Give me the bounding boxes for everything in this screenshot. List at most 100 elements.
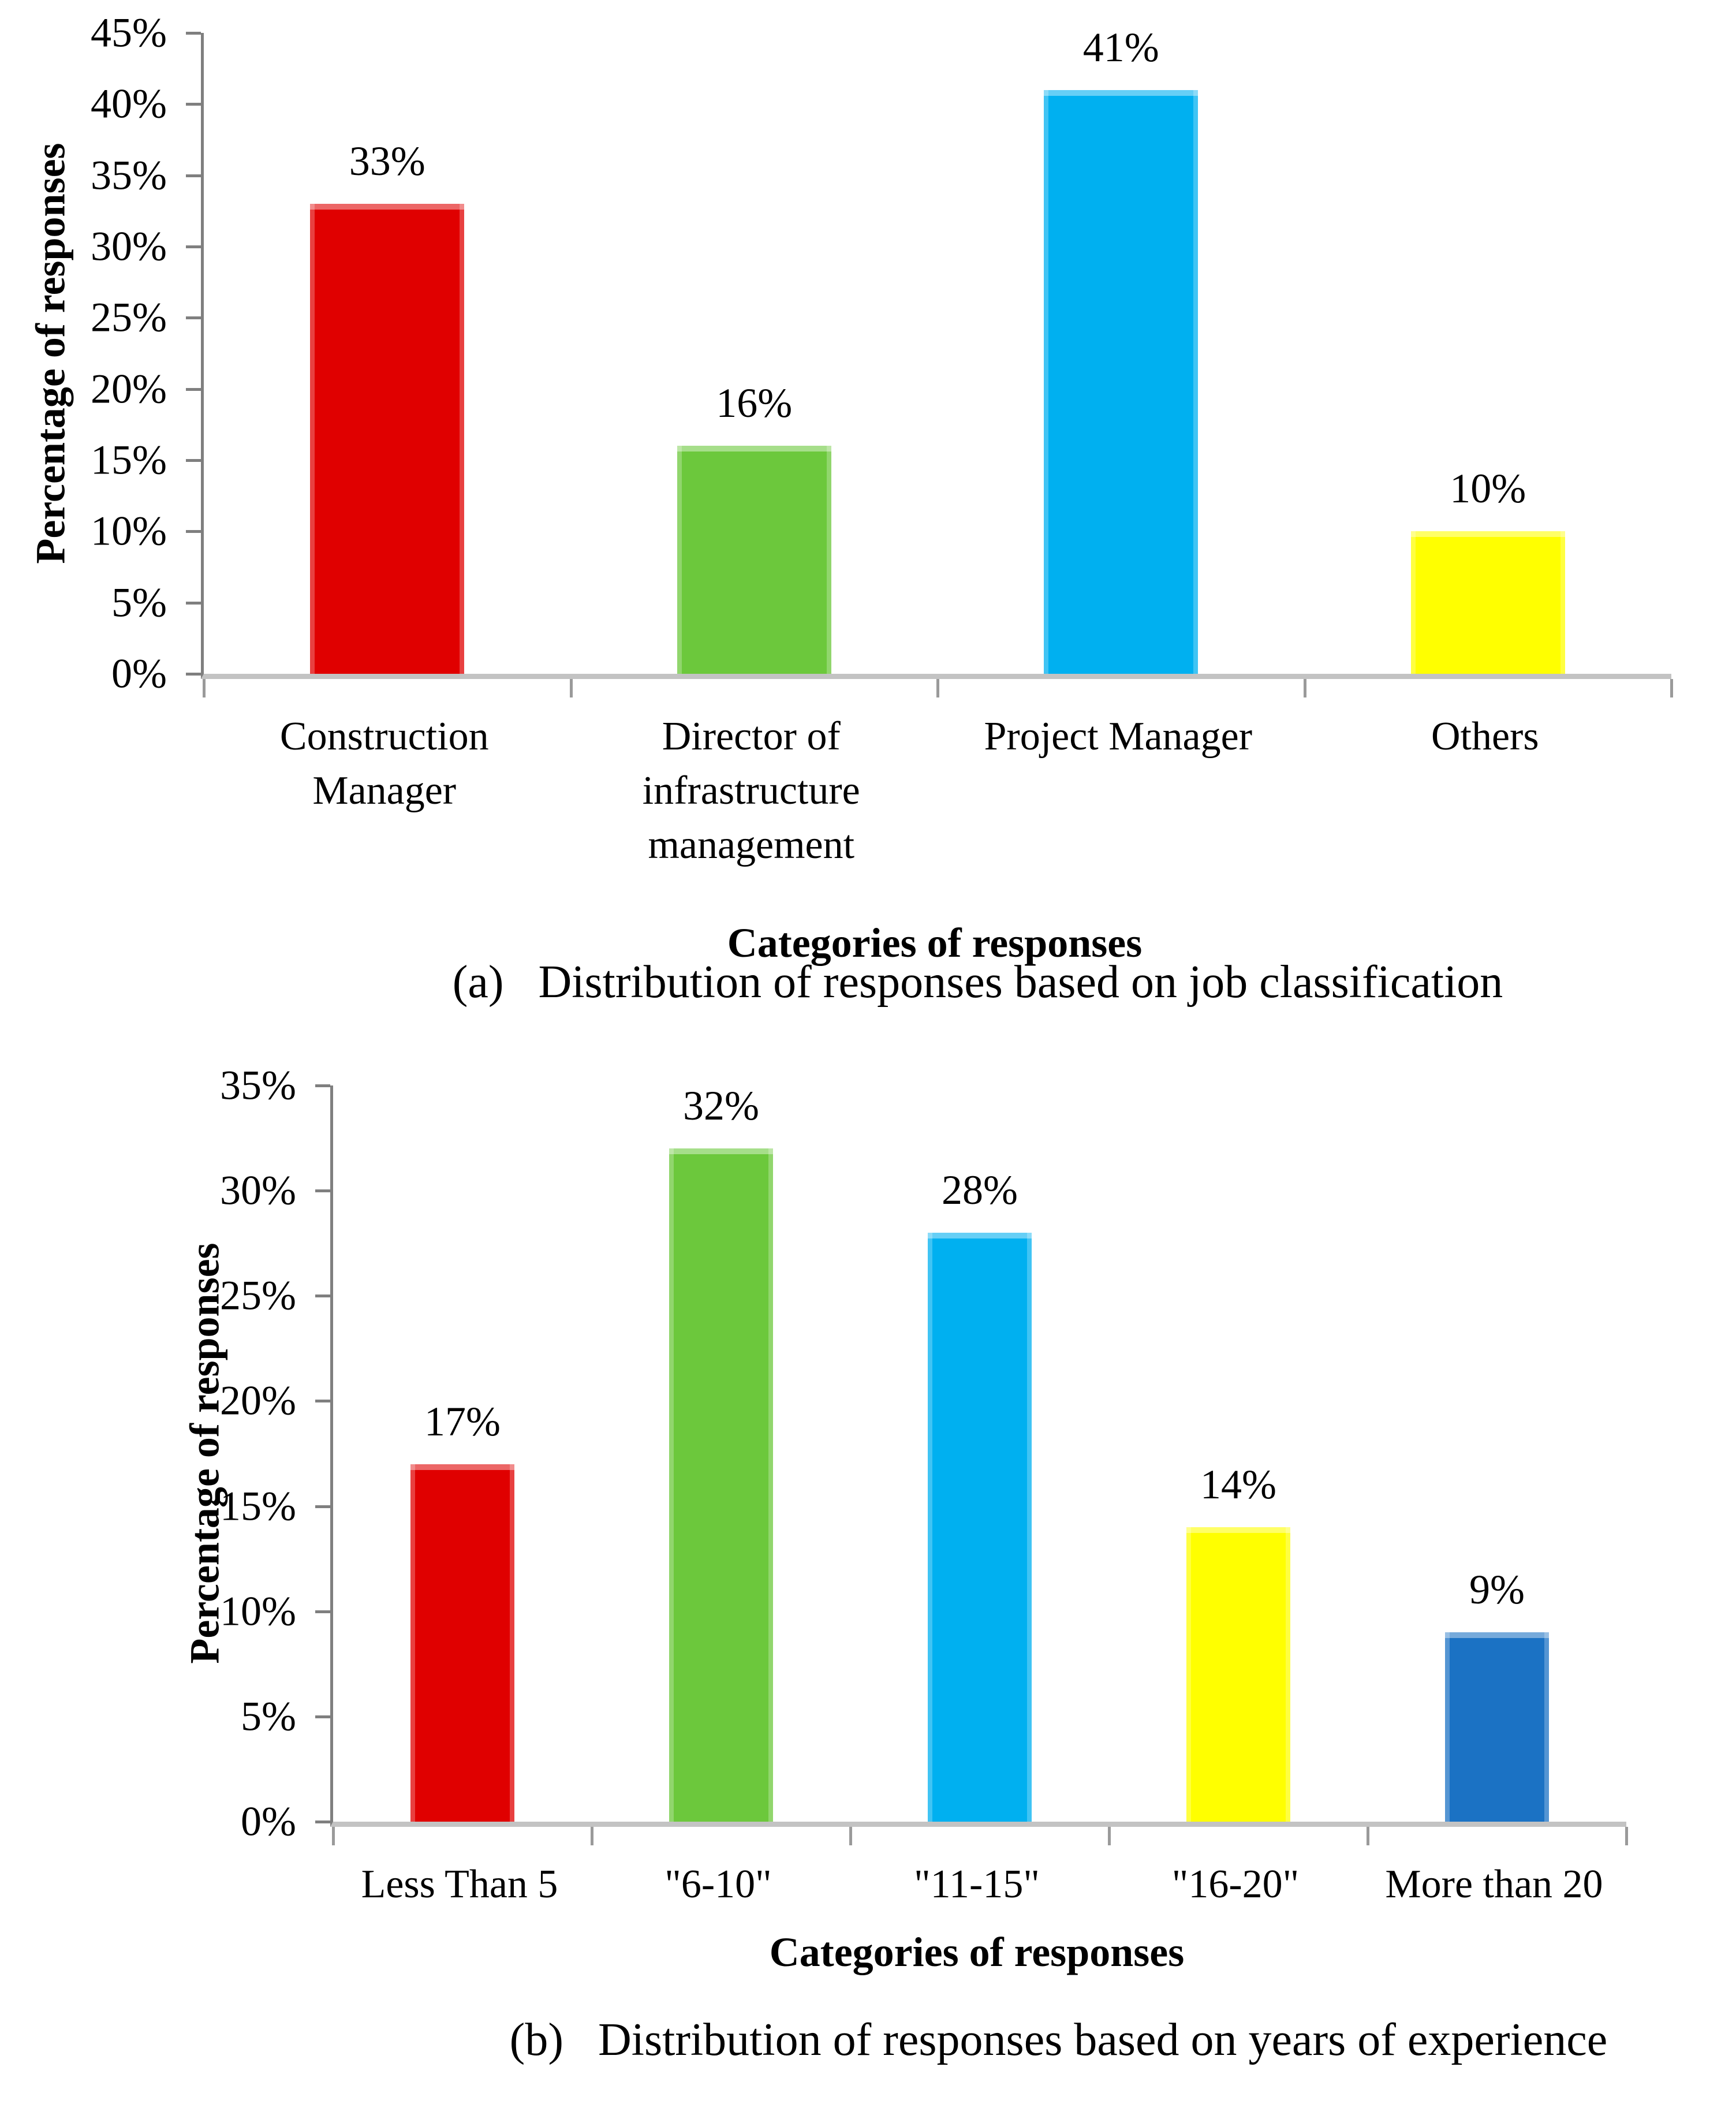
x-category-label-line: Director of: [662, 714, 841, 759]
x-category-label: Director of infrastructure management: [568, 710, 935, 872]
y-axis-tick-mark: [186, 316, 201, 320]
bar-value-label: 14%: [1200, 1461, 1276, 1508]
y-axis-tick-mark: [315, 1505, 330, 1508]
y-tick-label: 30%: [91, 223, 167, 270]
y-tick-label: 20%: [91, 365, 167, 412]
x-axis-tick-mark: [1108, 1827, 1111, 1845]
bar-value-label: 9%: [1469, 1566, 1525, 1613]
bar-construction-manager: 33%: [310, 138, 465, 674]
bar-slot: 32%: [592, 1083, 850, 1822]
bar-value-label: 41%: [1082, 24, 1159, 70]
x-category-label: More than 20: [1365, 1857, 1623, 1912]
y-tick-label: 10%: [220, 1588, 296, 1635]
bar-more-than-20: 9%: [1445, 1566, 1549, 1822]
bar-project-manager: 41%: [1044, 24, 1199, 674]
bar-slot: 41%: [938, 24, 1305, 674]
x-axis-category-labels: Less Than 5 "6-10" "11-15" "16-20" More than…: [330, 1857, 1623, 1912]
y-tick-label: 25%: [220, 1272, 296, 1319]
y-axis-tick-mark: [186, 459, 201, 462]
bar-6-10: 32%: [669, 1083, 773, 1822]
y-axis-tick-mark: [315, 1715, 330, 1718]
x-category-label-line: "6-10": [664, 1862, 772, 1907]
y-tick-label: 0%: [111, 650, 167, 697]
x-axis-category-labels: Construction Manager Director of infrastruc…: [201, 710, 1668, 872]
bar-others: 10%: [1410, 465, 1565, 674]
bar-slot: 17%: [333, 1085, 592, 1822]
y-axis-tick-mark: [315, 1189, 330, 1193]
x-axis-tick-mark: [332, 1827, 335, 1845]
y-axis-tick-mark: [186, 673, 201, 676]
bar-slot: 14%: [1109, 1085, 1368, 1822]
x-category-label-line: "11-15": [914, 1862, 1040, 1907]
bar-11-15: 28%: [928, 1167, 1032, 1822]
y-axis-tick-mark: [315, 1084, 330, 1087]
y-tick-label: 10%: [91, 508, 167, 554]
y-axis-tick-mark: [186, 174, 201, 177]
y-tick-label: 25%: [91, 294, 167, 341]
x-category-label-line: "16-20": [1171, 1862, 1300, 1907]
y-tick-label: 15%: [220, 1483, 296, 1529]
x-axis-tick-mark: [936, 679, 939, 697]
y-tick-label: 5%: [241, 1693, 296, 1740]
x-axis-tick-mark: [1303, 679, 1306, 697]
bar-slot: 28%: [850, 1085, 1109, 1822]
x-category-label-line: Construction: [279, 714, 489, 759]
plot-area: 0% 5% 10% 15% 20% 25% 30% 35% 40% 45% 33% 16% 41% 10%: [91, 10, 1673, 697]
bar-value-label: 16%: [716, 380, 793, 427]
y-axis-tick-mark: [186, 387, 201, 391]
bar-value-label: 17%: [424, 1398, 501, 1445]
y-axis-tick-mark: [186, 530, 201, 534]
x-axis-tick-mark: [591, 1827, 593, 1845]
y-axis-tick-mark: [315, 1400, 330, 1403]
x-axis-tick-mark: [1670, 679, 1673, 697]
x-category-label-line: Manager: [312, 768, 457, 813]
bar-value-label: 10%: [1450, 465, 1526, 512]
y-axis-tick-mark: [315, 1821, 330, 1823]
y-tick-label: 0%: [241, 1798, 296, 1845]
x-category-label: "6-10": [589, 1857, 848, 1912]
y-tick-label: 30%: [220, 1167, 296, 1214]
bar-slot: 33%: [204, 33, 571, 674]
x-category-label: "16-20": [1106, 1857, 1365, 1912]
x-category-label: "11-15": [848, 1857, 1106, 1912]
bar-slot: 9%: [1368, 1085, 1626, 1822]
y-axis-title: Percentage of responses: [27, 143, 74, 564]
y-axis-tick-mark: [315, 1610, 330, 1613]
x-category-label-line: Project Manager: [984, 714, 1253, 759]
x-category-label: Others: [1302, 710, 1669, 872]
x-category-label: Less Than 5: [330, 1857, 589, 1912]
figure-caption: (b) Distribution of responses based on y…: [509, 2015, 1608, 2065]
bar-director-of-infrastructure-management: 16%: [677, 380, 831, 674]
bar-value-label: 28%: [942, 1167, 1018, 1213]
x-axis-title: Categories of responses: [769, 1929, 1185, 1975]
plot-area: 0% 5% 10% 15% 20% 25% 30% 35% 17% 32% 28% 14% 9%: [220, 1062, 1628, 1845]
x-category-label: Project Manager: [935, 710, 1302, 872]
bar-value-label: 32%: [683, 1083, 759, 1129]
bar-slot: 10%: [1305, 33, 1672, 674]
y-tick-label: 35%: [220, 1062, 296, 1109]
x-axis-tick-mark: [849, 1827, 852, 1845]
x-axis-tick-mark: [203, 679, 206, 697]
x-category-label-line: Less Than 5: [361, 1862, 558, 1907]
y-axis-tick-mark: [186, 103, 201, 106]
y-tick-label: 35%: [91, 152, 167, 199]
x-category-label-line: infrastructure: [642, 768, 860, 813]
y-tick-label: 20%: [220, 1377, 296, 1424]
x-category-label-line: More than 20: [1385, 1862, 1603, 1907]
bar-value-label: 33%: [349, 138, 425, 184]
x-axis-title: Categories of responses: [727, 920, 1143, 966]
y-tick-label: 45%: [91, 9, 167, 56]
bar-less-than-5: 17%: [410, 1398, 514, 1822]
y-axis-tick-mark: [186, 245, 201, 248]
y-tick-label: 15%: [91, 437, 167, 483]
x-axis-tick-mark: [569, 679, 573, 697]
y-axis-tick-mark: [186, 601, 201, 605]
y-axis-tick-mark: [315, 1295, 330, 1298]
y-axis-tick-mark: [186, 32, 201, 35]
y-tick-label: 40%: [91, 80, 167, 127]
x-category-label-line: Others: [1431, 714, 1539, 759]
bar-16-20: 14%: [1186, 1461, 1290, 1822]
y-tick-label: 5%: [111, 579, 167, 626]
x-category-label-line: management: [648, 822, 855, 867]
